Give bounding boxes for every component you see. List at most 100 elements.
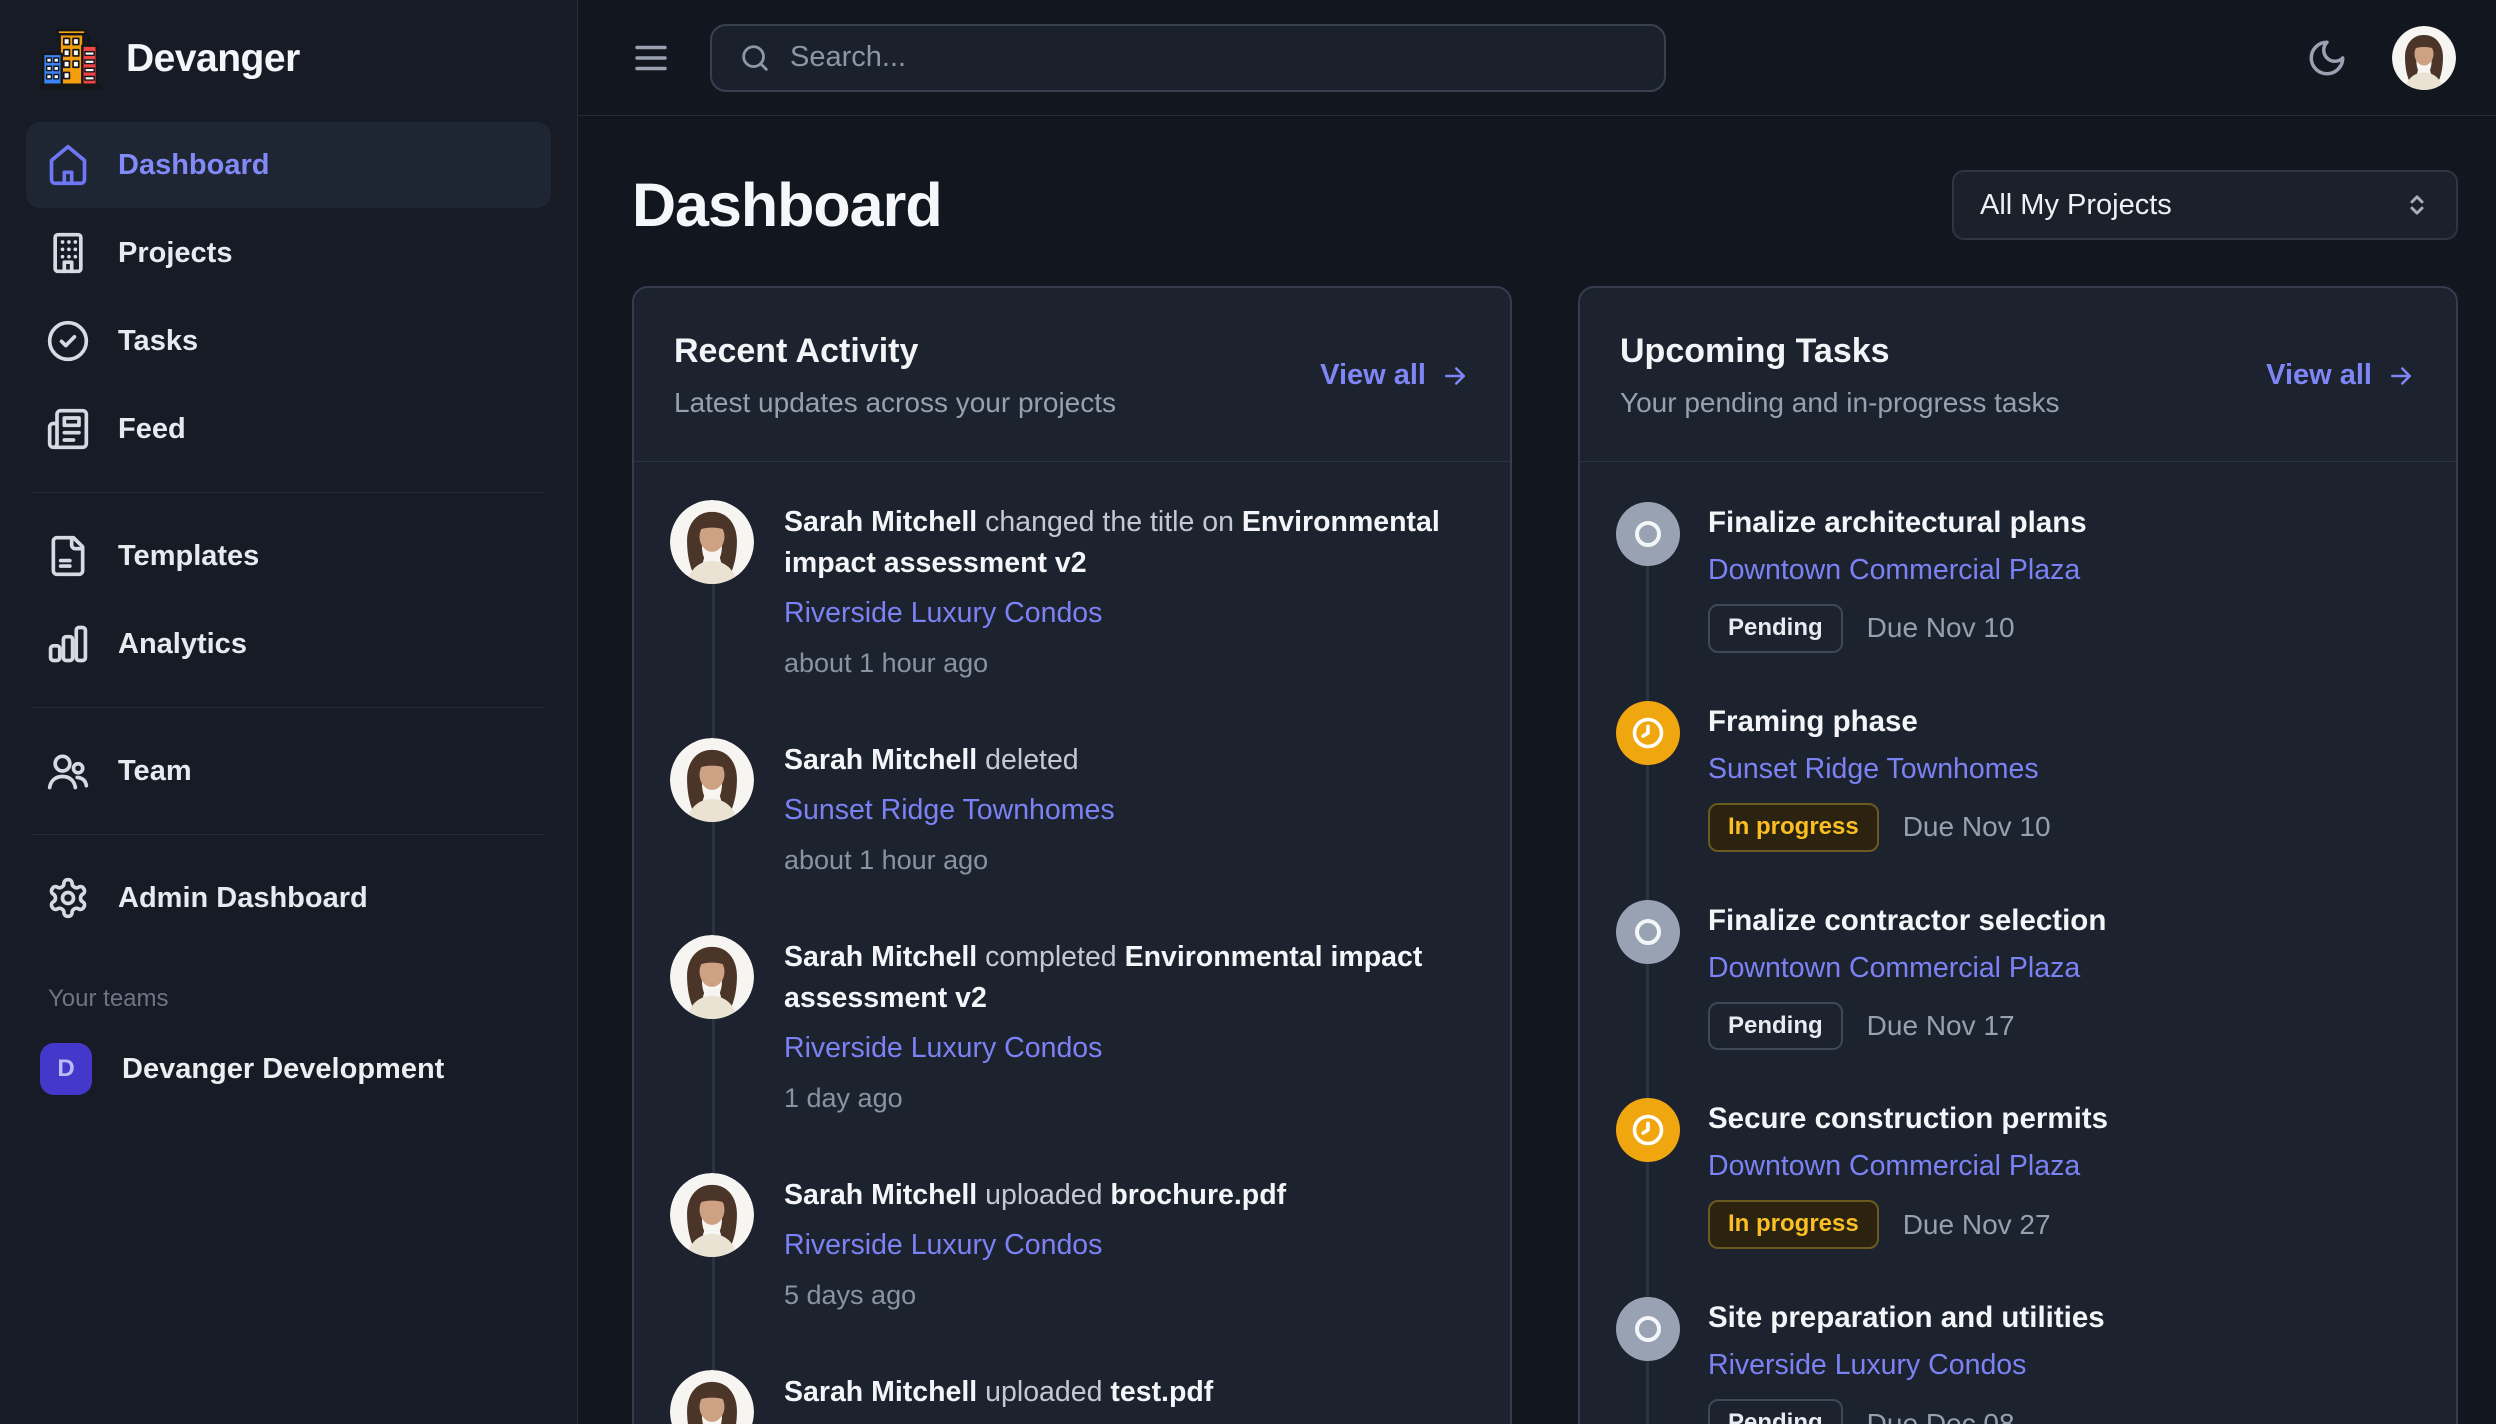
- activity-text: Sarah Mitchell completed Environmental i…: [784, 941, 1423, 1014]
- project-link[interactable]: Riverside Luxury Condos: [1708, 1349, 2027, 1382]
- due-date: Due Nov 10: [1902, 811, 2051, 843]
- sidebar-item-label: Templates: [118, 539, 260, 572]
- avatar: [670, 1173, 754, 1257]
- project-link[interactable]: Riverside Luxury Condos: [784, 1229, 1103, 1261]
- project-link[interactable]: Riverside Luxury Condos: [784, 597, 1103, 629]
- task-title: Framing phase: [1708, 704, 1918, 738]
- recent-activity-card: Recent Activity Latest updates across yo…: [632, 286, 1512, 1424]
- project-filter-select[interactable]: All My Projects: [1952, 170, 2458, 240]
- content-header: Dashboard All My Projects: [632, 170, 2458, 240]
- status-in-progress-icon: [1616, 1098, 1680, 1163]
- activity-item: Sarah Mitchell deleted Sunset Ridge Town…: [670, 738, 1470, 881]
- team-avatar: D: [40, 1043, 92, 1095]
- task-title: Finalize contractor selection: [1708, 903, 2107, 937]
- sidebar-item-tasks[interactable]: Tasks: [26, 298, 551, 384]
- user-avatar[interactable]: [2392, 26, 2456, 90]
- cards-row: Recent Activity Latest updates across yo…: [632, 286, 2458, 1424]
- upcoming-tasks-card: Upcoming Tasks Your pending and in-progr…: [1578, 286, 2458, 1424]
- sidebar-item-templates[interactable]: Templates: [26, 513, 551, 599]
- task-item: Finalize contractor selection Downtown C…: [1616, 898, 2416, 1051]
- view-all-label: View all: [2266, 359, 2372, 391]
- activity-text: Sarah Mitchell uploaded test.pdf: [784, 1376, 1214, 1408]
- activity-text: Sarah Mitchell deleted: [784, 744, 1079, 776]
- sidebar-divider: [32, 492, 545, 493]
- activity-timestamp: 1 day ago: [784, 1083, 903, 1113]
- activity-item: Sarah Mitchell completed Environmental i…: [670, 935, 1470, 1119]
- app-logo: Devanger: [26, 0, 551, 122]
- sidebar-item-label: Feed: [118, 412, 186, 445]
- due-date: Due Nov 10: [1866, 612, 2015, 644]
- activity-text: Sarah Mitchell uploaded brochure.pdf: [784, 1179, 1287, 1211]
- activity-timestamp: about 1 hour ago: [784, 648, 989, 678]
- sidebar-team-devanger-development[interactable]: D Devanger Development: [40, 1043, 551, 1095]
- due-date: Due Dec 08: [1866, 1407, 2015, 1424]
- sidebar-item-team[interactable]: Team: [26, 728, 551, 814]
- sidebar-item-projects[interactable]: Projects: [26, 210, 551, 296]
- activity-text: Sarah Mitchell changed the title on Envi…: [784, 506, 1440, 579]
- gear-icon: [49, 877, 87, 919]
- status-badge: Pending: [1708, 604, 1843, 653]
- sidebar-item-feed[interactable]: Feed: [26, 386, 551, 472]
- sidebar-item-label: Projects: [118, 236, 233, 269]
- home-icon: [49, 144, 87, 186]
- activity-item: Sarah Mitchell changed the title on Envi…: [670, 500, 1470, 684]
- project-link[interactable]: Sunset Ridge Townhomes: [784, 794, 1115, 826]
- check-circle-icon: [47, 320, 89, 362]
- avatar: [670, 935, 754, 1019]
- tasks-list: Finalize architectural plans Downtown Co…: [1580, 462, 2456, 1424]
- sidebar-item-analytics[interactable]: Analytics: [26, 601, 551, 687]
- due-date: Due Nov 27: [1902, 1208, 2051, 1240]
- due-date: Due Nov 17: [1866, 1009, 2015, 1041]
- topbar: [578, 0, 2496, 116]
- menu-toggle-button[interactable]: [630, 37, 672, 79]
- search-icon: [742, 44, 768, 71]
- sidebar-divider: [32, 707, 545, 708]
- arrow-right-icon: [2391, 366, 2411, 385]
- status-pending-icon: [1616, 1297, 1680, 1362]
- search-box: [710, 23, 1666, 92]
- hamburger-icon: [635, 45, 667, 70]
- sidebar-item-label: Dashboard: [118, 148, 270, 181]
- theme-toggle-button[interactable]: [2306, 37, 2348, 79]
- buildings-logo-icon: [39, 28, 103, 90]
- status-in-progress-icon: [1616, 700, 1680, 765]
- task-item: Framing phase Sunset Ridge Townhomes In …: [1616, 699, 2416, 852]
- status-badge: Pending: [1708, 1001, 1843, 1051]
- recent-activity-title: Recent Activity: [674, 332, 919, 370]
- task-title: Site preparation and utilities: [1708, 1301, 2105, 1335]
- sidebar-divider: [32, 834, 545, 835]
- project-link[interactable]: Downtown Commercial Plaza: [1708, 951, 2081, 984]
- status-pending-icon: [1616, 899, 1680, 964]
- file-icon: [51, 535, 85, 577]
- project-link[interactable]: Downtown Commercial Plaza: [1708, 554, 2081, 586]
- avatar: [670, 1370, 754, 1424]
- activity-timestamp: about 1 hour ago: [784, 845, 989, 875]
- building-icon: [53, 232, 83, 274]
- task-item: Secure construction permits Downtown Com…: [1616, 1096, 2416, 1250]
- users-icon: [47, 754, 89, 790]
- recent-activity-header: Recent Activity Latest updates across yo…: [634, 288, 1510, 462]
- activity-timestamp: 5 days ago: [784, 1280, 917, 1310]
- sidebar-item-admin-dashboard[interactable]: Admin Dashboard: [26, 855, 551, 941]
- status-badge: In progress: [1708, 1200, 1879, 1250]
- task-title: Secure construction permits: [1708, 1102, 2108, 1136]
- your-teams-label: Your teams: [48, 985, 169, 1012]
- newspaper-icon: [47, 408, 89, 450]
- status-badge: In progress: [1708, 802, 1879, 852]
- clock-icon: [1632, 717, 1664, 749]
- task-item: Site preparation and utilities Riverside…: [1616, 1295, 2416, 1424]
- bar-chart-icon: [48, 625, 88, 663]
- project-link[interactable]: Downtown Commercial Plaza: [1708, 1150, 2081, 1183]
- search-input[interactable]: [790, 41, 1638, 74]
- tasks-view-all-link[interactable]: View all: [2266, 359, 2416, 392]
- recent-activity-subtitle: Latest updates across your projects: [674, 387, 1117, 418]
- main-area: Dashboard All My Projects Recent Activit…: [578, 0, 2496, 1424]
- project-link[interactable]: Riverside Luxury Condos: [784, 1032, 1103, 1064]
- activity-view-all-link[interactable]: View all: [1320, 359, 1470, 392]
- project-link[interactable]: Sunset Ridge Townhomes: [1708, 752, 2039, 785]
- sidebar-item-dashboard[interactable]: Dashboard: [26, 122, 551, 208]
- project-filter-value: All My Projects: [1980, 188, 2172, 221]
- arrow-right-icon: [1445, 366, 1465, 385]
- sidebar-nav: Dashboard Projects Tasks Feed: [26, 122, 551, 941]
- sidebar-item-label: Analytics: [118, 627, 247, 660]
